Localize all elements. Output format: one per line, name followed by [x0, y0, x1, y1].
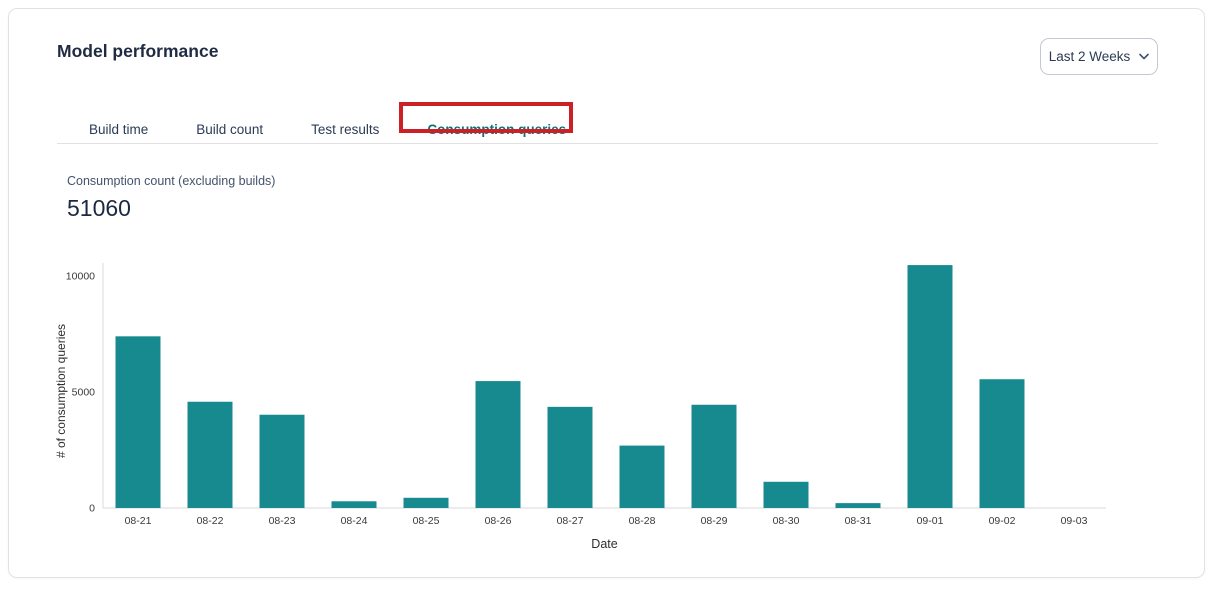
tab-build-count[interactable]: Build count — [196, 104, 263, 143]
bar-08-29 — [691, 404, 737, 508]
tab-bar: Build time Build count Test results Cons… — [57, 104, 1158, 144]
x-tick-label: 08-21 — [125, 515, 152, 527]
x-axis-title: Date — [591, 537, 617, 551]
bar-08-22 — [187, 401, 233, 508]
bar-09-02 — [979, 379, 1025, 508]
x-tick-label: 09-01 — [917, 515, 944, 527]
bar-08-27 — [547, 406, 593, 508]
x-tick-label: 08-30 — [773, 515, 800, 527]
bar-08-30 — [763, 481, 809, 508]
chevron-down-icon — [1139, 53, 1150, 60]
model-performance-card: Model performance Last 2 Weeks Build tim… — [8, 8, 1205, 578]
bar-08-28 — [619, 445, 665, 508]
x-tick-label: 08-24 — [341, 515, 368, 527]
x-tick-label: 08-31 — [845, 515, 872, 527]
y-tick-label: 5000 — [72, 387, 96, 399]
bar-08-23 — [259, 414, 305, 508]
bar-08-25 — [403, 497, 449, 508]
date-range-dropdown[interactable]: Last 2 Weeks — [1040, 38, 1158, 75]
page-title: Model performance — [57, 41, 219, 61]
x-tick-label: 09-02 — [989, 515, 1016, 527]
x-tick-label: 08-29 — [701, 515, 728, 527]
metric-label: Consumption count (excluding builds) — [67, 174, 276, 188]
bar-08-21 — [115, 336, 161, 508]
x-tick-label: 08-27 — [557, 515, 584, 527]
x-tick-label: 08-26 — [485, 515, 512, 527]
x-tick-label: 08-28 — [629, 515, 656, 527]
tab-build-time[interactable]: Build time — [89, 104, 148, 143]
y-tick-label: 10000 — [66, 271, 95, 283]
bar-08-26 — [475, 381, 521, 508]
bar-09-01 — [907, 265, 953, 508]
x-tick-label: 08-23 — [269, 515, 296, 527]
bar-08-31 — [835, 503, 881, 508]
date-range-value: Last 2 Weeks — [1048, 49, 1131, 64]
y-axis-title: # of consumption queries — [54, 324, 68, 458]
tab-consumption-queries[interactable]: Consumption queries — [427, 104, 566, 143]
chart-canvas: 0 5000 10000 08-21 08-22 08-23 08-24 08-25 08-26… — [54, 263, 1106, 551]
consumption-queries-bar-chart: 0 5000 10000 08-21 08-22 08-23 08-24 08-25 08-26… — [51, 251, 1131, 561]
metric-value: 51060 — [67, 195, 131, 221]
x-tick-label: 08-25 — [413, 515, 440, 527]
tab-test-results[interactable]: Test results — [311, 104, 379, 143]
x-tick-label: 09-03 — [1061, 515, 1088, 527]
bar-08-24 — [331, 501, 377, 508]
y-tick-label: 0 — [89, 503, 95, 515]
x-tick-label: 08-22 — [197, 515, 224, 527]
